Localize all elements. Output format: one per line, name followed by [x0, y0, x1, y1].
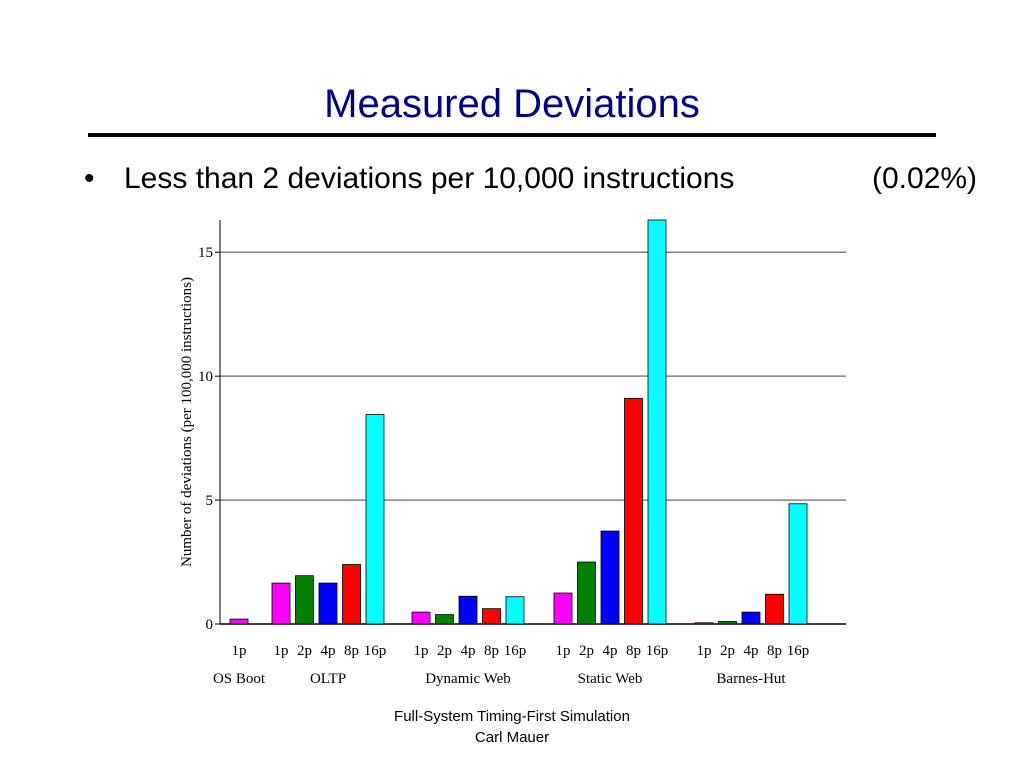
bar-barnes-hut-16p: [788, 503, 808, 625]
bar-barnes-hut-2p: [718, 621, 737, 625]
bullet-text: Less than 2 deviations per 10,000 instru…: [124, 162, 735, 195]
y-tick-label: 15: [198, 245, 213, 261]
x-tick-label: 16p: [787, 643, 810, 659]
bullet-point: • Less than 2 deviations per 10,000 inst…: [84, 162, 1014, 202]
bar-dynamic-web-16p: [505, 596, 525, 625]
bar-oltp-4p: [318, 582, 338, 625]
x-group-label: OS Boot: [213, 671, 266, 687]
footer-author: Carl Mauer: [474, 729, 550, 746]
y-tick-label: 5: [206, 493, 214, 509]
x-tick-label: 1p: [274, 643, 289, 659]
y-axis-label: Number of deviations (per 100,000 instru…: [179, 277, 195, 567]
x-tick-label: 1p: [556, 643, 571, 659]
x-tick-label: 4p: [744, 643, 759, 659]
x-group-label: OLTP: [310, 671, 346, 687]
x-tick-label: 2p: [579, 643, 594, 659]
x-tick-label: 16p: [364, 643, 387, 659]
x-group-label: Static Web: [578, 671, 643, 687]
bar-dynamic-web-1p: [411, 611, 431, 625]
bar-dynamic-web-4p: [458, 595, 478, 625]
bar-dynamic-web-2p: [435, 614, 454, 625]
bar-static-web-2p: [577, 561, 596, 625]
x-tick-label: 4p: [461, 643, 476, 659]
grid-lines: [220, 251, 846, 501]
bar-static-web-1p: [553, 592, 573, 625]
x-tick-label: 1p: [232, 643, 247, 659]
y-tick-label: 10: [198, 369, 213, 385]
x-tick-label: 16p: [504, 643, 527, 659]
slide-footer: Full-System Timing-First Simulation Carl…: [0, 706, 1024, 748]
y-tick-label: 0: [206, 617, 214, 633]
x-group-label: Dynamic Web: [425, 671, 511, 687]
bar-oltp-16p: [365, 414, 385, 625]
x-tick-label: 2p: [720, 643, 735, 659]
x-tick-label: 1p: [697, 643, 712, 659]
x-group-label: Barnes-Hut: [716, 671, 786, 687]
bar-static-web-16p: [647, 219, 667, 625]
bullet-glyph: •: [84, 162, 95, 195]
axes: [215, 220, 846, 625]
x-tick-label: 8p: [344, 643, 359, 659]
x-tick-label: 8p: [484, 643, 499, 659]
x-tick-label: 8p: [626, 643, 641, 659]
x-tick-label: 16p: [646, 643, 669, 659]
x-tick-label: 4p: [321, 643, 336, 659]
x-tick-label: 4p: [603, 643, 618, 659]
bar-os-boot-1p: [229, 618, 249, 625]
footer-title: Full-System Timing-First Simulation: [394, 708, 630, 725]
x-tick-label: 2p: [297, 643, 312, 659]
bars: [229, 219, 808, 625]
bar-barnes-hut-4p: [741, 611, 761, 625]
bar-barnes-hut-1p: [694, 622, 714, 625]
x-tick-label: 1p: [414, 643, 429, 659]
bar-oltp-1p: [271, 582, 291, 625]
bar-barnes-hut-8p: [765, 593, 784, 625]
x-tick-label: 2p: [437, 643, 452, 659]
bar-static-web-4p: [600, 530, 620, 625]
bar-static-web-8p: [624, 398, 643, 625]
title-divider: [88, 133, 936, 137]
bar-oltp-2p: [295, 575, 314, 625]
bar-oltp-8p: [342, 564, 361, 625]
bullet-note: (0.02%): [872, 162, 978, 195]
x-tick-label: 8p: [767, 643, 782, 659]
bar-dynamic-web-8p: [482, 608, 501, 625]
slide-title: Measured Deviations: [324, 82, 700, 126]
